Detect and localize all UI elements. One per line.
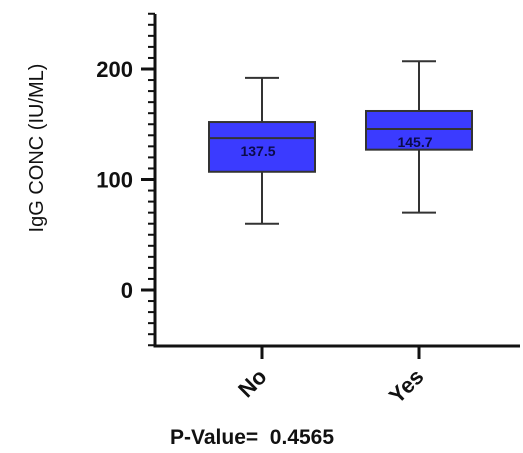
median-label: 137.5 [240, 143, 275, 159]
x-category-label: Yes [384, 364, 429, 409]
median-label: 145.7 [397, 134, 432, 150]
x-category-label: No [233, 364, 271, 402]
y-axis-title: IgG CONC (IU/ML) [26, 64, 48, 233]
box-no [208, 121, 316, 173]
y-tick-label: 200 [96, 57, 133, 82]
y-tick-label: 100 [96, 168, 133, 193]
box-yes [365, 109, 473, 151]
y-tick-label: 0 [121, 278, 133, 303]
p-value-label: P-Value= 0.4565 [170, 426, 335, 449]
